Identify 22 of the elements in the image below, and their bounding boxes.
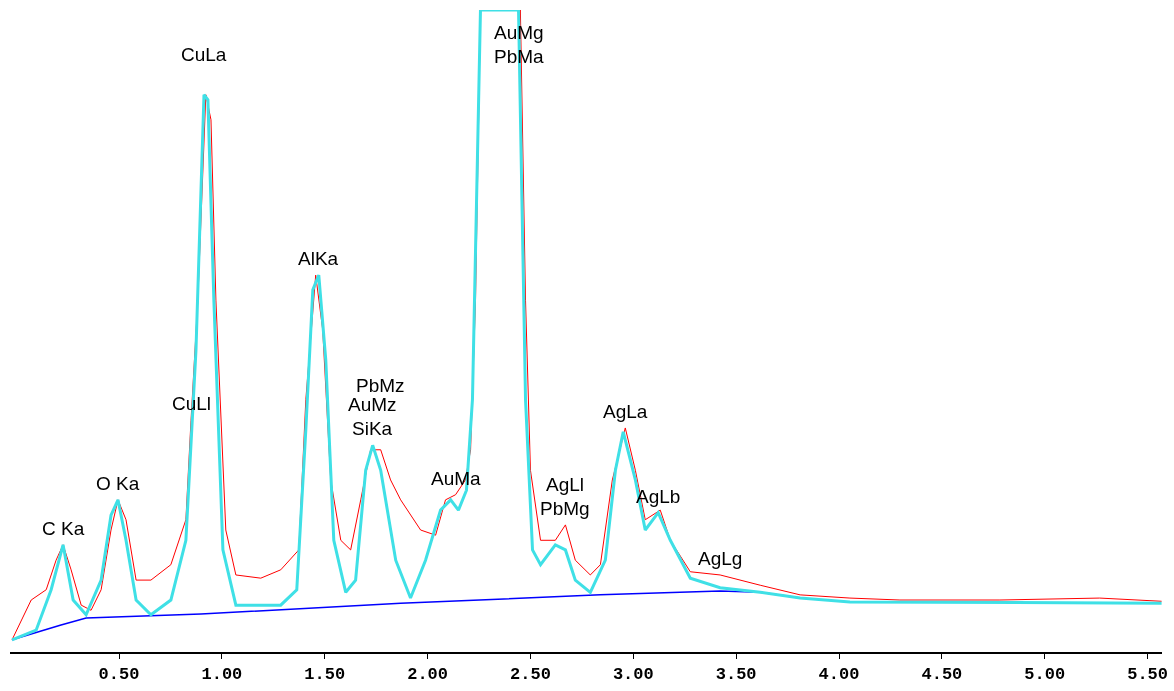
x-tick-label: 3.00 [612, 665, 654, 685]
x-tick-label: 2.50 [510, 665, 551, 685]
x-tick-label: 0.50 [98, 665, 140, 685]
annotation: PbMz [356, 375, 405, 396]
x-tick-label: 2.00 [407, 665, 449, 685]
annotation: AgLl [546, 474, 585, 495]
annotation: O Ka [96, 473, 140, 494]
annotation: AlKa [298, 248, 339, 269]
x-tick-label: 5.50 [1127, 665, 1169, 685]
annotation: CuLa [181, 44, 227, 65]
x-tick-label: 1.50 [304, 665, 346, 685]
annotation: PbMg [540, 498, 590, 519]
annotation: SiKa [352, 418, 393, 439]
x-tick-label: 4.50 [921, 665, 963, 685]
x-tick-label: 3.50 [715, 665, 757, 685]
x-tick-label: 4.00 [818, 665, 860, 685]
x-tick-label: 1.00 [201, 665, 243, 685]
annotation: AgLa [603, 401, 648, 422]
annotation: AgLg [698, 548, 743, 569]
annotation: C Ka [42, 518, 85, 539]
x-tick-label: 5.00 [1024, 665, 1066, 685]
annotation: AuMz [348, 394, 397, 415]
